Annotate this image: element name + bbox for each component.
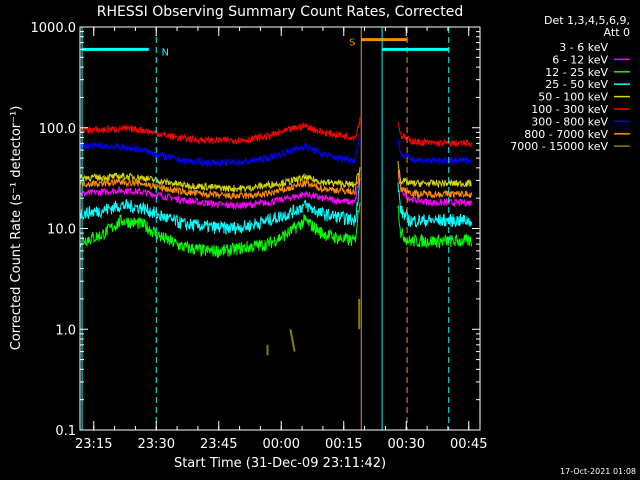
y-tick-label: 0.1: [55, 424, 76, 439]
legend-entry-label: 800 - 7000 keV: [524, 128, 608, 141]
marker-label: S: [349, 38, 355, 49]
series-50-100-kev-line: [79, 167, 361, 193]
series-100-300-kev-line: [79, 117, 361, 146]
series-300-800-kev-line: [397, 138, 472, 166]
legend-entry-label: 3 - 6 keV: [559, 41, 608, 54]
y-tick-label: 100.0: [39, 122, 76, 137]
mode-markers: NS: [81, 27, 450, 430]
y-tick-label: 1000.0: [31, 21, 77, 36]
y-tick-label: 10.0: [47, 223, 76, 238]
x-tick-label: 00:30: [388, 437, 425, 452]
plot-area: [79, 117, 472, 356]
x-tick-label: 00:45: [450, 437, 487, 452]
legend-entry-label: 6 - 12 keV: [552, 53, 608, 66]
x-tick-label: 23:15: [75, 437, 112, 452]
series-12-25-kev-line: [397, 205, 472, 250]
legend-header: Att 0: [604, 26, 630, 39]
series-800-7000-kev-line: [397, 169, 472, 200]
series-7000-15000-kev-segment: [289, 329, 296, 352]
footer-timestamp: 17-Oct-2021 01:08: [560, 467, 636, 476]
legend-entry-label: 12 - 25 keV: [545, 66, 608, 79]
series-6-12-kev-line: [79, 175, 361, 211]
y-tick-label: 1.0: [55, 323, 76, 338]
series-6-12-kev-line: [397, 172, 472, 208]
legend-header: Det 1,3,4,5,6,9,: [544, 14, 630, 27]
series-300-800-kev-line: [79, 132, 361, 168]
marker-label: N: [162, 47, 169, 58]
legend-entry-label: 300 - 800 keV: [531, 115, 608, 128]
series-12-25-kev-line: [79, 202, 361, 259]
legend-entry-label: 100 - 300 keV: [531, 103, 608, 116]
series-100-300-kev-line: [397, 121, 472, 148]
legend-entry-label: 7000 - 15000 keV: [510, 140, 608, 153]
series-25-50-kev-line: [397, 182, 472, 228]
series-800-7000-kev-line: [79, 171, 361, 201]
x-tick-label: 23:45: [200, 437, 237, 452]
x-tick-label: 00:00: [263, 437, 300, 452]
series-3-6-kev-line: [79, 179, 361, 214]
series-25-50-kev-line: [79, 178, 361, 236]
series-50-100-kev-line: [397, 160, 472, 189]
legend-entry-label: 25 - 50 keV: [545, 78, 608, 91]
chart-title: RHESSI Observing Summary Count Rates, Co…: [97, 4, 463, 20]
x-axis-label: Start Time (31-Dec-09 23:11:42): [174, 456, 386, 471]
x-tick-label: 23:30: [138, 437, 175, 452]
x-axis: 23:15 23:30 23:45 00:00 00:15 00:30 00:45: [75, 27, 487, 452]
y-axis: 0.1 1.0 10.0 100.0 1000.0: [31, 21, 480, 439]
x-tick-label: 00:15: [325, 437, 362, 452]
legend-entry-label: 50 - 100 keV: [538, 91, 608, 104]
y-axis-label: Corrected Count Rate (s⁻¹ detector⁻¹): [9, 106, 24, 351]
